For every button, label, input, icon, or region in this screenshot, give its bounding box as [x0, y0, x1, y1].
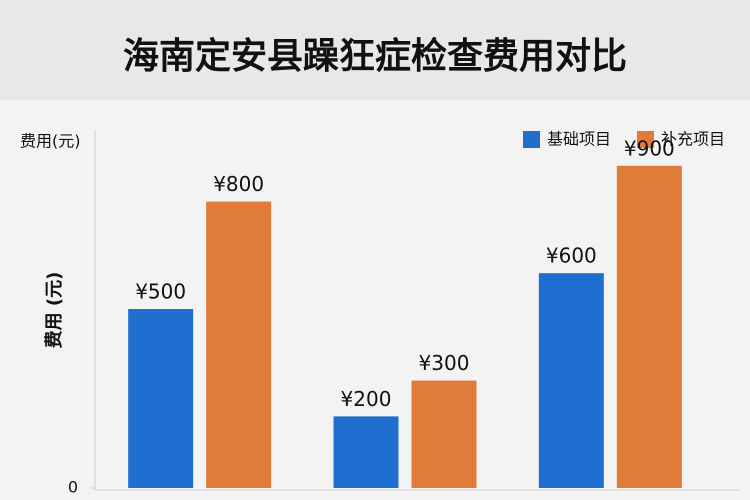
value-label: ¥300 — [419, 351, 470, 375]
bar — [411, 380, 477, 488]
value-label: ¥800 — [213, 172, 264, 196]
bar — [333, 416, 399, 488]
legend-label: 基础项目 — [547, 130, 611, 149]
chart-title: 海南定安县躁狂症检查费用对比 — [123, 36, 627, 77]
bar — [128, 309, 194, 488]
legend-swatch — [637, 131, 654, 148]
legend-swatch — [523, 131, 540, 148]
value-label: ¥200 — [341, 387, 392, 411]
y-axis-label: 费用 (元) — [44, 272, 65, 349]
value-label: ¥500 — [135, 280, 186, 304]
bar — [206, 201, 272, 488]
bar — [616, 165, 682, 489]
y-tick-label: 0 — [68, 478, 78, 497]
legend-label: 补充项目 — [661, 130, 725, 149]
title-band — [0, 0, 750, 100]
bar — [538, 273, 604, 488]
value-label: ¥600 — [546, 244, 597, 268]
value-label: ¥900 — [624, 136, 675, 160]
unit-label: 费用(元) — [20, 132, 81, 151]
